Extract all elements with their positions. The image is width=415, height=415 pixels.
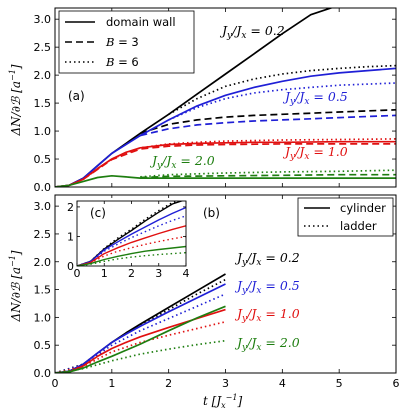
svg-text:ΔN/∂ℬ [a−1]: ΔN/∂ℬ [a−1] [8, 64, 23, 136]
y-tick-label: 0 [67, 260, 74, 273]
series-line-green-solid [55, 174, 396, 187]
series-line-black-dotted [168, 64, 396, 116]
y-tick-label: 2.0 [34, 69, 52, 82]
legend-label: B = 3 [105, 35, 139, 49]
x-tick-label: 0 [52, 377, 59, 390]
y-tick-label: 0.5 [34, 339, 52, 352]
series-line-green-solid [55, 305, 226, 373]
series-line-green-solid [77, 245, 186, 266]
panel-c-label: (c) [90, 206, 106, 220]
y-tick-label: 3.0 [34, 13, 52, 26]
y-tick-label: 1 [67, 230, 74, 243]
x-tick-label: 2 [165, 377, 172, 390]
panel-a: 0.0 0.5 1.0 1.5 2.0 2.5 3.0 domain wall B = 3 … [34, 7, 397, 194]
y-tick-label: 0.5 [34, 153, 52, 166]
panel-c-series [77, 201, 186, 266]
y-tick-label: 1.5 [34, 97, 52, 110]
series-line-blue-dashed [140, 114, 396, 137]
legend-label: domain wall [106, 15, 176, 29]
annotation-ratio-0.2: Jy/Jx = 0.2 [219, 23, 285, 41]
annotation-ratio-0.5: Jy/Jx = 0.5 [234, 278, 300, 296]
annotation-ratio-0.2: Jy/Jx = 0.2 [234, 250, 300, 268]
series-line-green-dotted [77, 252, 186, 266]
series-line-blue-dotted [168, 82, 396, 121]
series-line-blue-solid [55, 67, 396, 187]
y-axis-label: ΔN/∂ℬ [a−1] [8, 64, 23, 136]
series-line-red-solid [77, 225, 186, 266]
series-line-red-dashed [82, 143, 396, 180]
series-line-red-dotted [55, 320, 226, 373]
legend-label: ladder [340, 219, 377, 233]
y-tick-label: 2.5 [34, 228, 52, 241]
annotation-ratio-1.0: Jy/Jx = 1.0 [282, 144, 348, 162]
x-tick-label: 4 [279, 377, 286, 390]
annotation-ratio-0.5: Jy/Jx = 0.5 [282, 89, 348, 107]
y-axis-label: ΔN/∂ℬ [a−1] [8, 250, 23, 322]
svg-text:ΔN/∂ℬ [a−1]: ΔN/∂ℬ [a−1] [8, 250, 23, 322]
y-tick-label: 0.0 [34, 367, 52, 380]
x-tick-label: 5 [336, 377, 343, 390]
series-line-red-dotted [77, 235, 186, 266]
series-line-blue-solid [55, 283, 226, 373]
panel-b: 0 1 2 3 4 5 6 0.0 0.5 1.0 1.5 2.0 2.5 3.0 cylinder la… [34, 194, 400, 390]
series-line-red-solid [55, 308, 226, 373]
y-tick-label: 2 [67, 201, 74, 214]
y-tick-label: 2.5 [34, 41, 52, 54]
annotation-ratio-2.0: Jy/Jx = 2.0 [234, 335, 300, 353]
panel-a-series [55, 8, 396, 187]
panel-a-label: (a) [68, 89, 85, 103]
x-tick-label: 3 [222, 377, 229, 390]
panel-b-ticks: 0 1 2 3 4 5 6 0.0 0.5 1.0 1.5 2.0 2.5 3.0 [34, 195, 400, 390]
legend-label: cylinder [340, 201, 386, 215]
series-line-black-dashed [140, 108, 396, 135]
y-tick-label: 0.0 [34, 181, 52, 194]
y-tick-label: 1.0 [34, 125, 52, 138]
y-tick-label: 1.0 [34, 311, 52, 324]
series-line-blue-solid [77, 206, 186, 266]
x-tick-label: 2 [128, 267, 135, 280]
panel-a-ticks: 0.0 0.5 1.0 1.5 2.0 2.5 3.0 [34, 8, 397, 194]
series-line-black-solid [55, 273, 226, 373]
panel-b-label: (b) [203, 206, 220, 220]
annotation-ratio-1.0: Jy/Jx = 1.0 [234, 306, 300, 324]
x-tick-label: 4 [183, 267, 190, 280]
x-tick-label: 6 [393, 377, 400, 390]
legend-label: B = 6 [105, 55, 139, 69]
panel-a-legend: domain wall B = 3 B = 6 [58, 10, 195, 74]
series-line-green-dotted [140, 169, 396, 178]
x-tick-label: 1 [108, 377, 115, 390]
panel-b-series [55, 273, 226, 373]
x-tick-label: 1 [101, 267, 108, 280]
x-tick-label: 0 [74, 267, 81, 280]
series-line-green-dotted [55, 339, 226, 373]
legend-box [297, 197, 394, 237]
series-line-blue-dotted [55, 293, 226, 373]
y-tick-label: 3.0 [34, 200, 52, 213]
annotation-ratio-2.0: Jy/Jx = 2.0 [149, 153, 215, 171]
panel-b-legend: cylinder ladder [297, 197, 394, 237]
x-axis-label: t [Jx−1] [203, 393, 242, 410]
series-line-red-dotted [82, 138, 396, 180]
x-tick-label: 3 [155, 267, 162, 280]
series-line-green-dashed [140, 173, 396, 179]
panel-c-inset: 0 1 2 3 4 0 1 2 (c) [67, 198, 190, 280]
y-tick-label: 2.0 [34, 256, 52, 269]
y-tick-label: 1.5 [34, 284, 52, 297]
panel-c-ticks: 0 1 2 3 4 0 1 2 [67, 201, 190, 280]
